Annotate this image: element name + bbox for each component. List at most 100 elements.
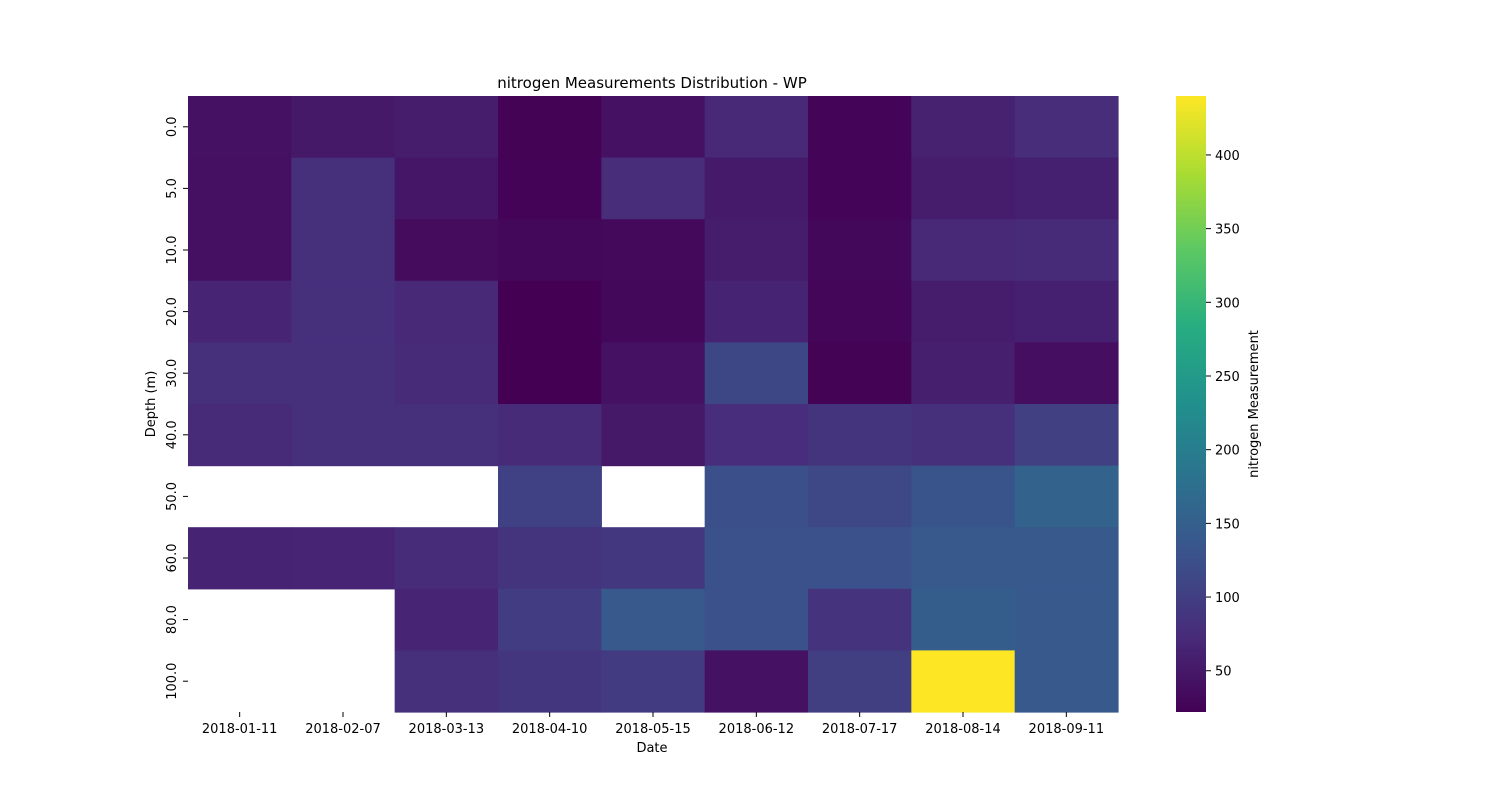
colorbar-label: nitrogen Measurement [1247,330,1262,478]
colorbar-ticks: 50 100 150 200 250 300 350 400 [1206,149,1240,680]
heatmap-cell [704,527,809,590]
heatmap-cell [291,404,396,467]
heatmap-cell [808,404,912,467]
heatmap-cell [188,280,292,343]
heatmap-cell [394,96,499,159]
y-tick-label: 80.0 [165,605,180,634]
heatmap-cell [498,219,602,282]
heatmap-cell [498,342,602,405]
y-tick-label: 40.0 [165,420,180,449]
heatmap-cell [1014,404,1119,467]
heatmap-cell [188,219,292,282]
colorbar-tick-label: 300 [1215,296,1240,311]
heatmap-cell [498,404,602,467]
heatmap-cell [498,588,602,651]
heatmap-cell [1014,650,1119,713]
heatmap-cell [1014,342,1119,405]
heatmap-cell [704,650,809,713]
colorbar-tick-label: 350 [1215,223,1240,238]
x-tick-label: 2018-09-11 [1029,722,1105,737]
chart-title: nitrogen Measurements Distribution - WP [497,74,807,92]
heatmap-cell [291,280,396,343]
heatmap-cell [911,157,1016,220]
y-tick-label: 20.0 [165,297,180,326]
heatmap-cells [188,96,1119,713]
heatmap-cell [601,219,706,282]
heatmap-cell [808,465,912,528]
heatmap-cell [188,342,292,405]
x-tick-label: 2018-07-17 [822,722,898,737]
x-axis: 2018-01-11 2018-02-07 2018-03-13 2018-04-10… [202,712,1104,737]
heatmap-cell [808,527,912,590]
y-tick-label: 60.0 [165,544,180,573]
heatmap-cell [1014,280,1119,343]
x-tick-label: 2018-02-07 [305,722,381,737]
heatmap-cell [498,280,602,343]
heatmap-cell [601,96,706,159]
heatmap-cell [911,342,1016,405]
heatmap-cell [911,588,1016,651]
colorbar-tick-label: 50 [1215,665,1232,680]
heatmap-cell [1014,219,1119,282]
heatmap-cell [188,157,292,220]
colorbar-tick-label: 150 [1215,517,1240,532]
y-tick-label: 50.0 [165,482,180,511]
y-tick-label: 10.0 [165,236,180,265]
heatmap-cell [394,650,499,713]
heatmap-cell [704,280,809,343]
y-axis-label: Depth (m) [144,371,159,438]
x-tick-label: 2018-05-15 [615,722,691,737]
heatmap-cell [498,527,602,590]
colorbar [1176,96,1206,712]
heatmap-cell [601,280,706,343]
heatmap-cell [601,157,706,220]
heatmap-cell [808,219,912,282]
heatmap-cell [911,96,1016,159]
heatmap-cell [291,342,396,405]
heatmap-cell [704,342,809,405]
heatmap-cell [601,588,706,651]
heatmap-cell [291,527,396,590]
heatmap-cell [394,588,499,651]
heatmap-cell [291,157,396,220]
heatmap-cell [394,219,499,282]
heatmap-cell [188,96,292,159]
colorbar-tick-label: 400 [1215,149,1240,164]
heatmap-cell [394,280,499,343]
heatmap-cell [808,280,912,343]
heatmap-cell [601,404,706,467]
y-tick-label: 30.0 [165,359,180,388]
heatmap-cell [704,588,809,651]
heatmap-cell [1014,588,1119,651]
x-tick-label: 2018-06-12 [719,722,795,737]
heatmap-cell [498,650,602,713]
heatmap-cell [704,465,809,528]
heatmap-cell [704,404,809,467]
x-tick-label: 2018-03-13 [409,722,485,737]
heatmap-cell [1014,527,1119,590]
heatmap-cell [704,219,809,282]
x-tick-label: 2018-01-11 [202,722,278,737]
heatmap-cell [498,465,602,528]
heatmap-cell [188,527,292,590]
heatmap-cell [394,342,499,405]
y-tick-label: 100.0 [165,663,180,700]
heatmap-cell [704,96,809,159]
y-axis: 0.0 5.0 10.0 20.0 30.0 40.0 50.0 60.0 80.0 100.0 [165,116,188,700]
y-tick-label: 0.0 [165,116,180,137]
heatmap-cell [291,96,396,159]
heatmap-cell [911,650,1016,713]
heatmap-cell [704,157,809,220]
heatmap-cell [808,157,912,220]
heatmap-cell [808,96,912,159]
heatmap-cell [498,96,602,159]
heatmap-cell [911,465,1016,528]
heatmap-cell [291,219,396,282]
heatmap-cell [498,157,602,220]
heatmap-cell [1014,157,1119,220]
heatmap-cell [394,157,499,220]
colorbar-tick-label: 250 [1215,370,1240,385]
heatmap-cell [601,527,706,590]
heatmap-cell [911,404,1016,467]
